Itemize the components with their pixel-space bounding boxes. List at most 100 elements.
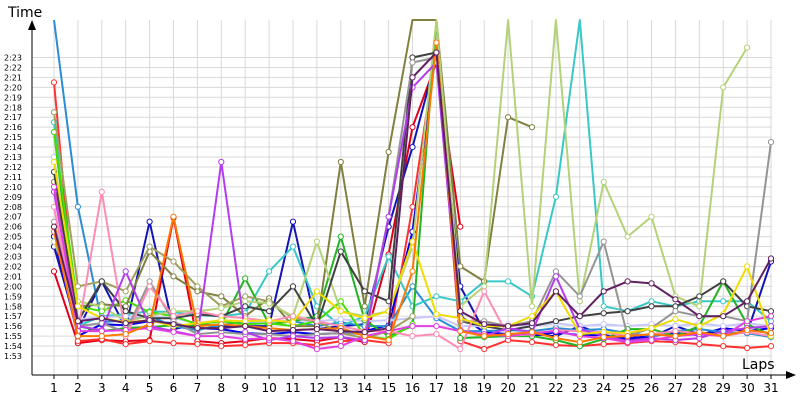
data-point [767, 308, 775, 315]
y-tick-label: 2:11 [4, 173, 22, 182]
data-point [481, 333, 488, 340]
x-tick-label: 16 [405, 381, 420, 395]
data-point [313, 288, 320, 295]
x-tick-label: 13 [333, 381, 348, 395]
data-point [481, 321, 488, 328]
data-point [648, 331, 655, 338]
data-point [720, 313, 727, 320]
data-point [505, 278, 512, 285]
data-point [50, 158, 58, 166]
data-point [337, 328, 344, 335]
data-point [720, 323, 727, 330]
data-point [720, 328, 727, 335]
data-point [624, 333, 631, 340]
data-point [576, 331, 583, 338]
data-point [528, 313, 536, 320]
data-point [600, 321, 607, 328]
data-point [242, 303, 249, 310]
data-point [218, 325, 225, 332]
series-layer [50, 19, 775, 353]
y-tick-label: 1:57 [4, 312, 22, 321]
y-tick-label: 2:08 [4, 203, 22, 212]
data-point [457, 345, 464, 353]
y-tick-label: 1:56 [4, 322, 22, 331]
data-point [337, 334, 344, 341]
x-tick-label: 6 [170, 381, 178, 395]
data-point [242, 298, 249, 305]
y-tick-label: 2:06 [4, 223, 22, 232]
data-point [720, 343, 727, 350]
data-point [289, 333, 297, 340]
data-point [552, 335, 560, 342]
data-point [170, 321, 177, 328]
data-point [170, 213, 177, 220]
data-point [624, 233, 631, 240]
data-point [74, 303, 82, 310]
data-point [696, 323, 703, 330]
y-tick-label: 2:07 [4, 213, 22, 222]
data-point [433, 293, 440, 300]
data-point [409, 144, 416, 151]
data-point [218, 305, 225, 312]
x-tick-label: 17 [429, 381, 444, 395]
data-point [767, 139, 775, 146]
data-point [289, 283, 297, 290]
data-point [696, 329, 703, 336]
data-point [74, 333, 82, 340]
data-point [218, 343, 225, 350]
data-point [242, 323, 249, 330]
data-point [600, 178, 607, 185]
data-point [122, 341, 129, 348]
axes: Time Laps [7, 5, 796, 379]
x-tick-label: 19 [477, 381, 492, 395]
y-tick-label: 1:55 [4, 332, 22, 341]
data-point [74, 338, 82, 345]
x-tick-label: 27 [668, 381, 683, 395]
data-point [337, 308, 344, 315]
x-tick-label: 11 [285, 381, 300, 395]
x-tick-label: 15 [381, 381, 396, 395]
data-point [600, 329, 607, 336]
x-tick-label: 1 [50, 381, 58, 395]
data-point [409, 333, 416, 340]
data-point [457, 335, 464, 342]
data-point [505, 331, 512, 338]
data-point [194, 325, 201, 332]
data-point [552, 318, 560, 325]
data-point [552, 342, 560, 349]
data-point [552, 273, 560, 280]
data-point [313, 345, 320, 353]
series-line [53, 131, 414, 341]
data-point [289, 327, 297, 334]
y-tick-label: 1:58 [4, 302, 22, 311]
data-point [98, 303, 105, 310]
x-tick-label: 9 [241, 381, 249, 395]
data-point [767, 313, 775, 320]
y-axis-arrow [28, 20, 36, 30]
data-point [576, 298, 583, 305]
data-point [648, 213, 655, 220]
data-point [552, 193, 560, 200]
data-point [74, 203, 82, 210]
data-point [194, 333, 201, 340]
data-point [696, 303, 703, 310]
x-tick-label: 4 [122, 381, 130, 395]
data-point [361, 315, 368, 322]
data-point [170, 329, 177, 336]
y-tick-label: 2:01 [4, 272, 22, 281]
data-point [122, 313, 129, 320]
data-point [457, 328, 464, 335]
data-point [433, 331, 440, 338]
y-tick-label: 2:04 [4, 243, 22, 252]
data-point [409, 59, 416, 66]
data-point [720, 278, 727, 285]
data-point [170, 273, 177, 280]
data-point [409, 283, 416, 290]
data-point [266, 268, 273, 275]
data-point [266, 308, 273, 315]
data-point [552, 268, 560, 275]
data-point [696, 313, 703, 320]
data-point [98, 188, 105, 195]
x-axis-title: Laps [742, 357, 775, 373]
